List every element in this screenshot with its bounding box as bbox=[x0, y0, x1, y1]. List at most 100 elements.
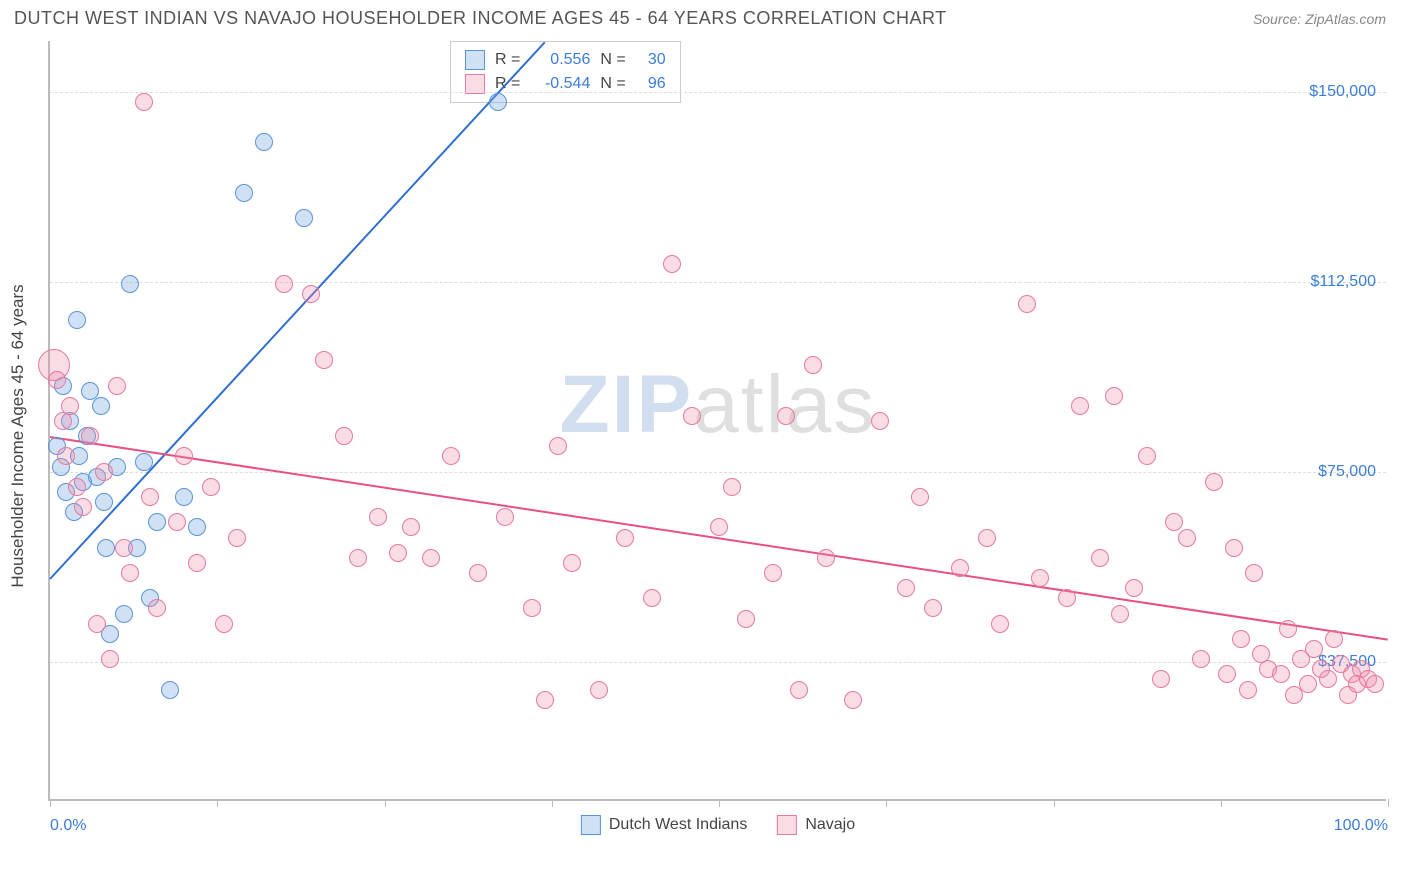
legend-label: Navajo bbox=[805, 816, 855, 834]
data-point bbox=[1192, 650, 1210, 668]
data-point bbox=[804, 356, 822, 374]
data-point bbox=[723, 478, 741, 496]
data-point bbox=[88, 615, 106, 633]
watermark-atlas: atlas bbox=[693, 359, 876, 450]
y-tick-label: $112,500 bbox=[1310, 273, 1376, 291]
data-point bbox=[161, 681, 179, 699]
data-point bbox=[255, 133, 273, 151]
data-point bbox=[924, 599, 942, 617]
data-point bbox=[1125, 579, 1143, 597]
data-point bbox=[1031, 569, 1049, 587]
data-point bbox=[422, 549, 440, 567]
grid-line bbox=[50, 282, 1386, 283]
data-point bbox=[643, 589, 661, 607]
data-point bbox=[1091, 549, 1109, 567]
data-point bbox=[1205, 473, 1223, 491]
data-point bbox=[202, 478, 220, 496]
data-point bbox=[235, 184, 253, 202]
data-point bbox=[389, 544, 407, 562]
data-point bbox=[469, 564, 487, 582]
data-point bbox=[135, 93, 153, 111]
legend-stats-row: R =0.556N =30 bbox=[465, 48, 666, 72]
data-point bbox=[115, 605, 133, 623]
data-point bbox=[764, 564, 782, 582]
legend-item: Navajo bbox=[777, 815, 855, 835]
data-point bbox=[1105, 387, 1123, 405]
chart-header: DUTCH WEST INDIAN VS NAVAJO HOUSEHOLDER … bbox=[0, 0, 1406, 37]
data-point bbox=[121, 564, 139, 582]
data-point bbox=[68, 311, 86, 329]
data-point bbox=[1058, 589, 1076, 607]
data-point bbox=[175, 488, 193, 506]
x-tick-label: 100.0% bbox=[1334, 817, 1388, 835]
data-point bbox=[95, 493, 113, 511]
data-point bbox=[148, 513, 166, 531]
data-point bbox=[710, 518, 728, 536]
data-point bbox=[1299, 675, 1317, 693]
x-tick bbox=[1388, 799, 1389, 807]
data-point bbox=[315, 351, 333, 369]
data-point bbox=[683, 407, 701, 425]
legend-swatch bbox=[581, 815, 601, 835]
n-value: 96 bbox=[636, 75, 666, 93]
data-point bbox=[616, 529, 634, 547]
data-point bbox=[61, 397, 79, 415]
data-point bbox=[590, 681, 608, 699]
data-point bbox=[175, 447, 193, 465]
x-tick bbox=[1054, 799, 1055, 807]
data-point bbox=[1319, 670, 1337, 688]
data-point bbox=[295, 209, 313, 227]
data-point bbox=[1366, 675, 1384, 693]
data-point bbox=[549, 437, 567, 455]
chart-title: DUTCH WEST INDIAN VS NAVAJO HOUSEHOLDER … bbox=[14, 8, 947, 29]
data-point bbox=[844, 691, 862, 709]
plot-area: ZIPatlas R =0.556N =30R =-0.544N =96 Dut… bbox=[48, 41, 1386, 801]
x-tick bbox=[385, 799, 386, 807]
n-label: N = bbox=[600, 75, 625, 93]
data-point bbox=[92, 397, 110, 415]
y-tick-label: $150,000 bbox=[1309, 83, 1376, 101]
grid-line bbox=[50, 92, 1386, 93]
data-point bbox=[95, 463, 113, 481]
data-point bbox=[1152, 670, 1170, 688]
data-point bbox=[1165, 513, 1183, 531]
data-point bbox=[135, 453, 153, 471]
x-tick-label: 0.0% bbox=[50, 817, 86, 835]
data-point bbox=[991, 615, 1009, 633]
r-value: 0.556 bbox=[530, 51, 590, 69]
data-point bbox=[168, 513, 186, 531]
data-point bbox=[496, 508, 514, 526]
data-point bbox=[141, 488, 159, 506]
chart-container: Householder Income Ages 45 - 64 years ZI… bbox=[48, 41, 1386, 831]
correlation-legend: R =0.556N =30R =-0.544N =96 bbox=[450, 41, 681, 103]
data-point bbox=[101, 650, 119, 668]
x-tick bbox=[719, 799, 720, 807]
data-point bbox=[1111, 605, 1129, 623]
data-point bbox=[74, 498, 92, 516]
n-label: N = bbox=[600, 51, 625, 69]
data-point bbox=[489, 93, 507, 111]
data-point bbox=[978, 529, 996, 547]
data-point bbox=[737, 610, 755, 628]
legend-swatch bbox=[777, 815, 797, 835]
series-legend: Dutch West IndiansNavajo bbox=[581, 815, 855, 835]
r-label: R = bbox=[495, 51, 520, 69]
grid-line bbox=[50, 662, 1386, 663]
data-point bbox=[275, 275, 293, 293]
y-axis-label: Householder Income Ages 45 - 64 years bbox=[8, 284, 28, 587]
data-point bbox=[777, 407, 795, 425]
watermark: ZIPatlas bbox=[560, 358, 877, 452]
data-point bbox=[1178, 529, 1196, 547]
r-value: -0.544 bbox=[530, 75, 590, 93]
data-point bbox=[523, 599, 541, 617]
data-point bbox=[790, 681, 808, 699]
data-point bbox=[48, 371, 66, 389]
x-tick bbox=[552, 799, 553, 807]
grid-line bbox=[50, 472, 1386, 473]
data-point bbox=[402, 518, 420, 536]
data-point bbox=[897, 579, 915, 597]
data-point bbox=[442, 447, 460, 465]
data-point bbox=[871, 412, 889, 430]
data-point bbox=[148, 599, 166, 617]
data-point bbox=[1018, 295, 1036, 313]
